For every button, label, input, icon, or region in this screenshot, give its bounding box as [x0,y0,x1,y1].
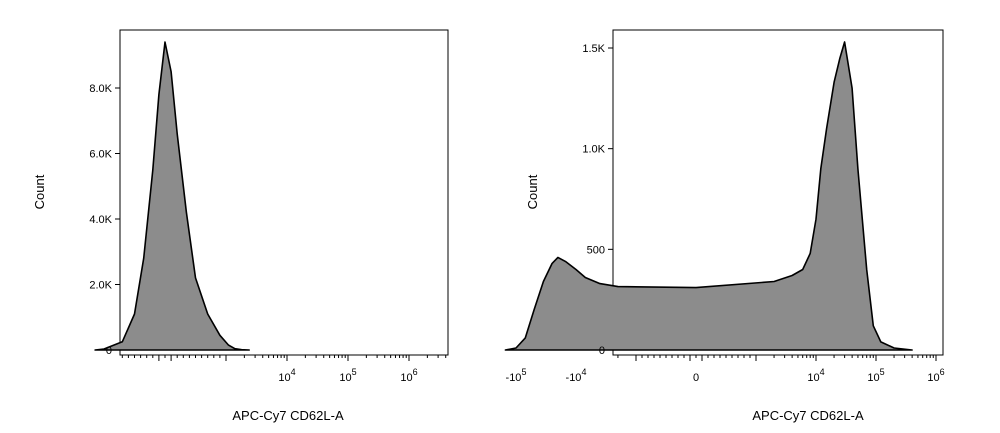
right-x-axis: -105 -104 0 104 105 106 [506,355,945,384]
x-tick-label: 104 [807,367,824,384]
y-tick-label: 2.0K [89,280,112,292]
left-histogram: 0 2.0K 4.0K 6.0K 8.0K 104 105 106 Count APC-Cy… [32,29,449,423]
left-x-axis: 104 105 106 [121,355,447,384]
x-tick-label: 106 [927,367,944,384]
left-x-axis-title: APC-Cy7 CD62L-A [232,408,344,423]
y-tick-label: 4.0K [89,214,112,226]
y-tick-label: 8.0K [89,83,112,95]
y-tick-label: 1.0K [582,144,605,156]
left-y-axis: 0 2.0K 4.0K 6.0K 8.0K [89,83,120,357]
right-x-axis-title: APC-Cy7 CD62L-A [752,408,864,423]
right-histogram: 0 500 1.0K 1.5K -105 -104 0 104 105 106 Count AP… [504,29,945,423]
x-tick-label: 105 [867,367,884,384]
x-tick-label: 0 [693,372,699,384]
x-tick-label: 104 [278,367,295,384]
x-tick-label: -104 [566,367,587,384]
y-tick-label: 0 [599,345,605,357]
right-plot-frame [612,29,944,356]
y-tick-label: 0 [106,345,112,357]
left-histogram-area [94,41,250,351]
x-tick-label: 106 [400,367,417,384]
y-tick-label: 1.5K [582,43,605,55]
x-tick-label: -105 [506,367,527,384]
y-tick-label: 6.0K [89,149,112,161]
right-histogram-area [504,41,913,351]
x-tick-label: 105 [339,367,356,384]
right-y-axis: 0 500 1.0K 1.5K [582,43,613,357]
y-tick-label: 500 [587,244,605,256]
left-y-axis-title: Count [32,174,47,209]
right-y-axis-title: Count [525,174,540,209]
